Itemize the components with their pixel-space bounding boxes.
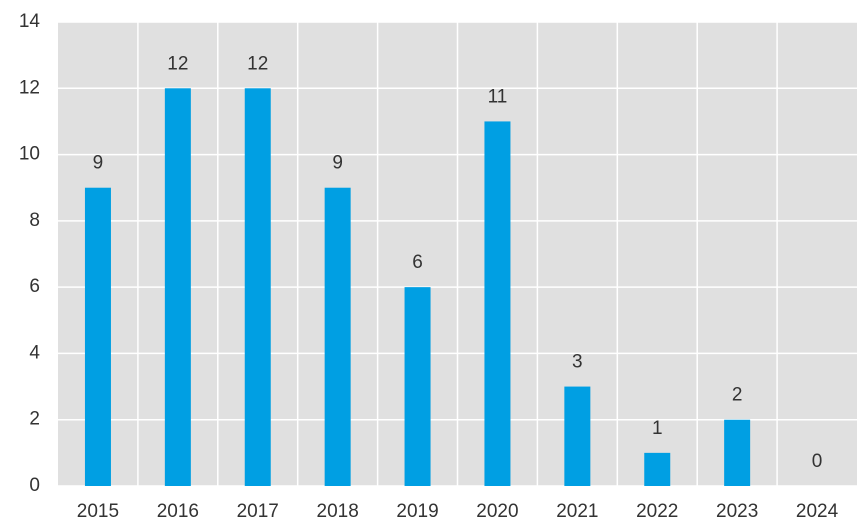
bar [564,386,591,486]
x-tick-label: 2024 [796,501,839,522]
x-tick-label: 2022 [636,501,678,522]
x-tick-label: 2016 [157,501,199,522]
data-label: 9 [93,153,104,174]
bar [324,187,351,486]
x-tick-label: 2017 [237,501,279,522]
data-label: 3 [572,352,583,373]
data-label: 11 [488,86,508,107]
x-tick-label: 2018 [317,501,359,522]
y-tick-label: 0 [29,475,40,496]
x-tick-label: 2021 [556,501,598,522]
data-label: 6 [412,252,423,273]
bar [84,187,111,486]
x-tick-label: 2019 [396,501,438,522]
bar [724,419,751,486]
y-tick-label: 4 [29,342,40,363]
y-tick-label: 10 [19,144,40,165]
y-tick-label: 8 [29,210,40,231]
y-tick-label: 2 [29,409,40,430]
bar [484,121,511,486]
data-label: 1 [652,418,663,439]
bar [164,88,191,487]
bar [644,452,671,486]
x-tick-label: 2015 [77,501,119,522]
y-tick-label: 6 [29,276,40,297]
data-label: 12 [167,53,188,74]
y-tick-label: 12 [19,77,40,98]
data-label: 12 [247,53,268,74]
data-label: 9 [332,153,343,174]
x-tick-label: 2023 [716,501,758,522]
x-tick-label: 2020 [476,501,518,522]
data-label: 0 [812,451,823,472]
data-label: 2 [732,385,743,406]
y-tick-label: 14 [19,11,41,32]
bar [404,287,431,486]
bar [244,88,271,487]
